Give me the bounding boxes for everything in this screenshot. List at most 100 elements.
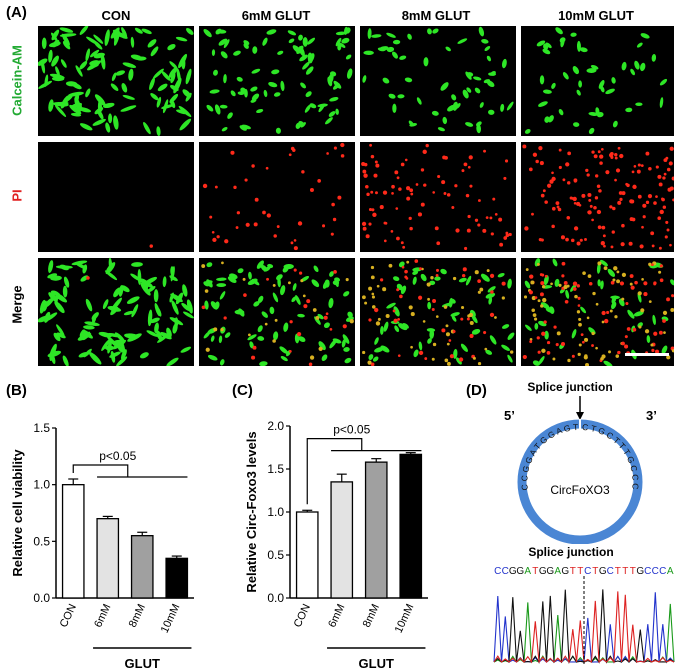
dead-cell (589, 204, 593, 208)
dead-cell (468, 155, 473, 160)
live-cell (295, 122, 301, 129)
dead-cell (205, 347, 210, 352)
live-cell (335, 108, 339, 115)
dead-cell (333, 269, 337, 274)
dead-cell (605, 170, 610, 175)
live-cell (431, 110, 439, 116)
dead-cell (233, 185, 237, 190)
live-cell (126, 296, 140, 304)
live-cell (216, 277, 227, 281)
live-cell (118, 285, 124, 297)
live-cell (220, 51, 228, 59)
dead-cell (201, 264, 206, 268)
live-cell (52, 39, 60, 48)
dead-cell (560, 341, 566, 347)
live-cell (578, 80, 582, 88)
dead-cell (362, 169, 367, 174)
live-cell (652, 314, 656, 325)
live-cell (539, 75, 545, 85)
circrna-name: CircFoXO3 (550, 483, 610, 497)
chart-cell-viability: 0.0 0.5 1.0 1.5 Relative cell viability CON 6m… (10, 421, 194, 670)
dead-cell (406, 196, 411, 201)
live-cell (507, 354, 513, 363)
live-cell (409, 123, 418, 127)
dead-cell (619, 281, 625, 286)
dead-cell (252, 345, 257, 350)
live-cell (250, 86, 258, 92)
live-cell (93, 52, 105, 59)
live-cell (580, 306, 587, 314)
dead-cell (492, 197, 496, 201)
live-cell (130, 54, 143, 61)
dead-cell (663, 172, 667, 176)
live-cell (131, 304, 139, 318)
dead-cell (293, 268, 297, 272)
base-call: C (584, 566, 591, 577)
dead-cell (396, 176, 400, 180)
y-tick-label: 0.0 (267, 591, 284, 605)
micrograph-merge-8mm (360, 258, 516, 366)
dead-cell (441, 180, 446, 185)
live-cell (128, 68, 134, 81)
dead-cell (648, 262, 652, 267)
dead-cell (557, 207, 562, 212)
dead-cell (616, 270, 620, 274)
panel-a-letter: (A) (6, 4, 27, 21)
dead-cell (621, 272, 627, 277)
live-cell (544, 116, 550, 123)
live-cell (332, 338, 342, 344)
y-tick-label: 0.5 (267, 548, 284, 562)
dead-cell (410, 345, 413, 349)
y-tick-label: 1.5 (33, 421, 50, 435)
live-cell (218, 335, 223, 344)
live-cell (89, 352, 102, 365)
dead-cell (445, 332, 450, 337)
dead-cell (454, 184, 458, 188)
dead-cell (467, 214, 471, 219)
live-cell (560, 37, 565, 48)
live-cell (63, 95, 73, 103)
live-cell (249, 341, 254, 349)
live-cell (596, 263, 601, 274)
dead-cell (648, 166, 652, 171)
live-cell (84, 321, 100, 326)
dead-cell (585, 168, 589, 173)
dead-cell (426, 282, 431, 287)
dead-cell (486, 269, 490, 273)
dead-cell (522, 144, 527, 149)
live-cell (318, 341, 326, 351)
live-cell (141, 28, 152, 35)
x-tick-label: 6mM (326, 602, 347, 629)
live-cell (89, 49, 100, 58)
dead-cell (474, 218, 479, 222)
dead-cell (625, 301, 629, 306)
live-cell (525, 324, 532, 331)
live-cell (178, 53, 187, 69)
dead-cell (462, 267, 467, 272)
live-cell (108, 257, 113, 272)
live-cell (170, 72, 176, 84)
live-cell (634, 60, 640, 70)
dead-cell (266, 213, 271, 218)
live-cell (256, 109, 264, 114)
live-cell (113, 339, 125, 345)
live-cell (399, 55, 407, 60)
live-cell (113, 287, 121, 298)
live-cell (121, 27, 128, 38)
live-cell (524, 280, 531, 289)
live-cell (555, 27, 563, 35)
dead-cell (592, 291, 596, 296)
live-cell (120, 349, 127, 360)
dead-cell (213, 327, 218, 332)
live-cell (227, 276, 237, 284)
dead-cell (650, 231, 655, 236)
base-call: C (502, 566, 509, 577)
dead-cell (662, 205, 667, 209)
dead-cell (273, 234, 277, 238)
dead-cell (371, 295, 375, 299)
dead-cell (531, 212, 534, 216)
base-call: T (615, 566, 621, 577)
live-cell (104, 270, 118, 281)
dead-cell (326, 152, 329, 155)
live-cell (204, 280, 213, 285)
